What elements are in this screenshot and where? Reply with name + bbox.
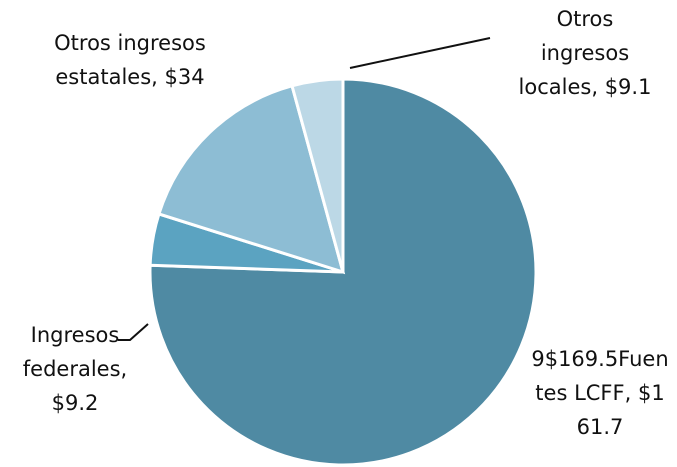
slice-label: Otros ingresos locales, $9.1 bbox=[518, 7, 652, 99]
slice-label: Ingresos federales, $9.2 bbox=[22, 323, 128, 415]
leader-line bbox=[349, 37, 491, 69]
value-label: $34 bbox=[164, 65, 205, 89]
category-label: 9$169.5Fuentes LCFF bbox=[531, 347, 669, 405]
pie-slice bbox=[290, 77, 345, 273]
category-label: Ingresos federales bbox=[22, 323, 121, 381]
slice-label: 9$169.5Fuentes LCFF, $161.7 bbox=[531, 347, 669, 439]
category-label: Otros ingresos estatales bbox=[54, 31, 206, 89]
pie-slice bbox=[148, 77, 538, 467]
value-label: $9.2 bbox=[51, 391, 99, 415]
pie-slice bbox=[157, 84, 346, 275]
leader-line bbox=[118, 323, 149, 341]
value-label: $9.1 bbox=[604, 75, 652, 99]
value-label: $161.7 bbox=[576, 381, 665, 439]
slice-label: Otros ingresos estatales, $34 bbox=[54, 31, 206, 89]
category-label: Otros ingresos locales bbox=[518, 7, 630, 99]
